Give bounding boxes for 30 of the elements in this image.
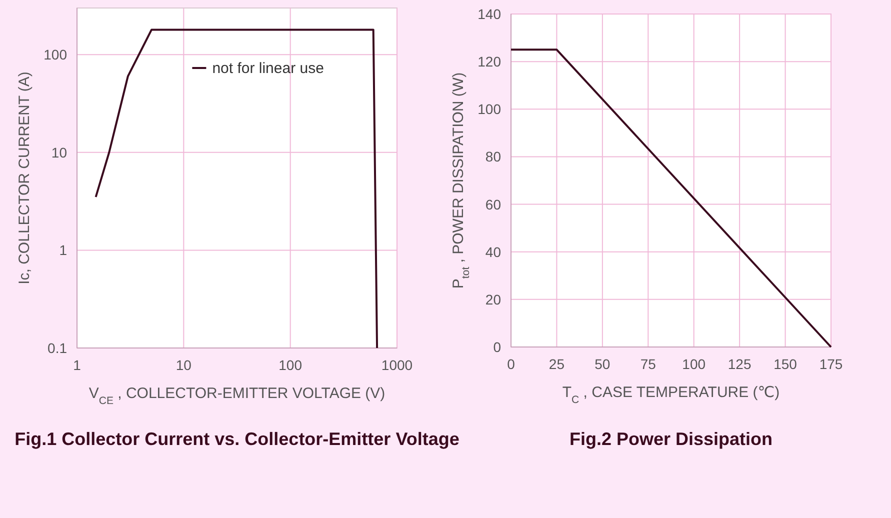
x-tick-label: 175 bbox=[819, 356, 843, 372]
y-tick-label: 0 bbox=[493, 339, 502, 355]
x-tick-label: 1 bbox=[73, 357, 82, 373]
y-tick-label: 40 bbox=[485, 244, 502, 260]
x-tick-label: 75 bbox=[640, 356, 656, 372]
y-tick-label: 0.1 bbox=[48, 340, 68, 356]
x-tick-label: 125 bbox=[728, 356, 752, 372]
x-tick-label: 0 bbox=[507, 356, 516, 372]
y-tick-label: 140 bbox=[478, 6, 502, 22]
y-tick-label: 100 bbox=[478, 101, 502, 118]
x-tick-label: 100 bbox=[278, 357, 302, 373]
y-tick-label: 10 bbox=[51, 144, 68, 160]
y-tick-label: 120 bbox=[478, 54, 502, 70]
x-axis-title: T$_{C}$ , CASE TEMPERATURE (℃) bbox=[562, 384, 780, 406]
x-tick-label: 50 bbox=[594, 356, 610, 372]
x-tick-label: 1000 bbox=[381, 357, 413, 373]
text: Fig.2 Power Dissipation bbox=[569, 429, 773, 449]
y-tick-label: 80 bbox=[485, 148, 502, 165]
y-tick-label: 1 bbox=[59, 242, 68, 258]
y-tick-label: 100 bbox=[44, 46, 68, 63]
legend-label: not for linear use bbox=[212, 60, 324, 77]
y-tick-label: 60 bbox=[485, 196, 502, 212]
text: Fig.1 Collector Current vs. Collector-Emitter Voltage bbox=[14, 429, 460, 449]
y-axis-title: Ic, COLLECTOR CURRENT (A) bbox=[16, 72, 33, 284]
x-tick-label: 10 bbox=[176, 357, 192, 373]
x-tick-label: 100 bbox=[682, 356, 706, 372]
x-tick-label: 150 bbox=[774, 356, 798, 372]
x-axis-title: V$_{CE}$ , COLLECTOR-EMITTER VOLTAGE (V) bbox=[88, 385, 386, 407]
y-tick-label: 20 bbox=[485, 291, 502, 308]
x-tick-label: 25 bbox=[548, 356, 565, 372]
